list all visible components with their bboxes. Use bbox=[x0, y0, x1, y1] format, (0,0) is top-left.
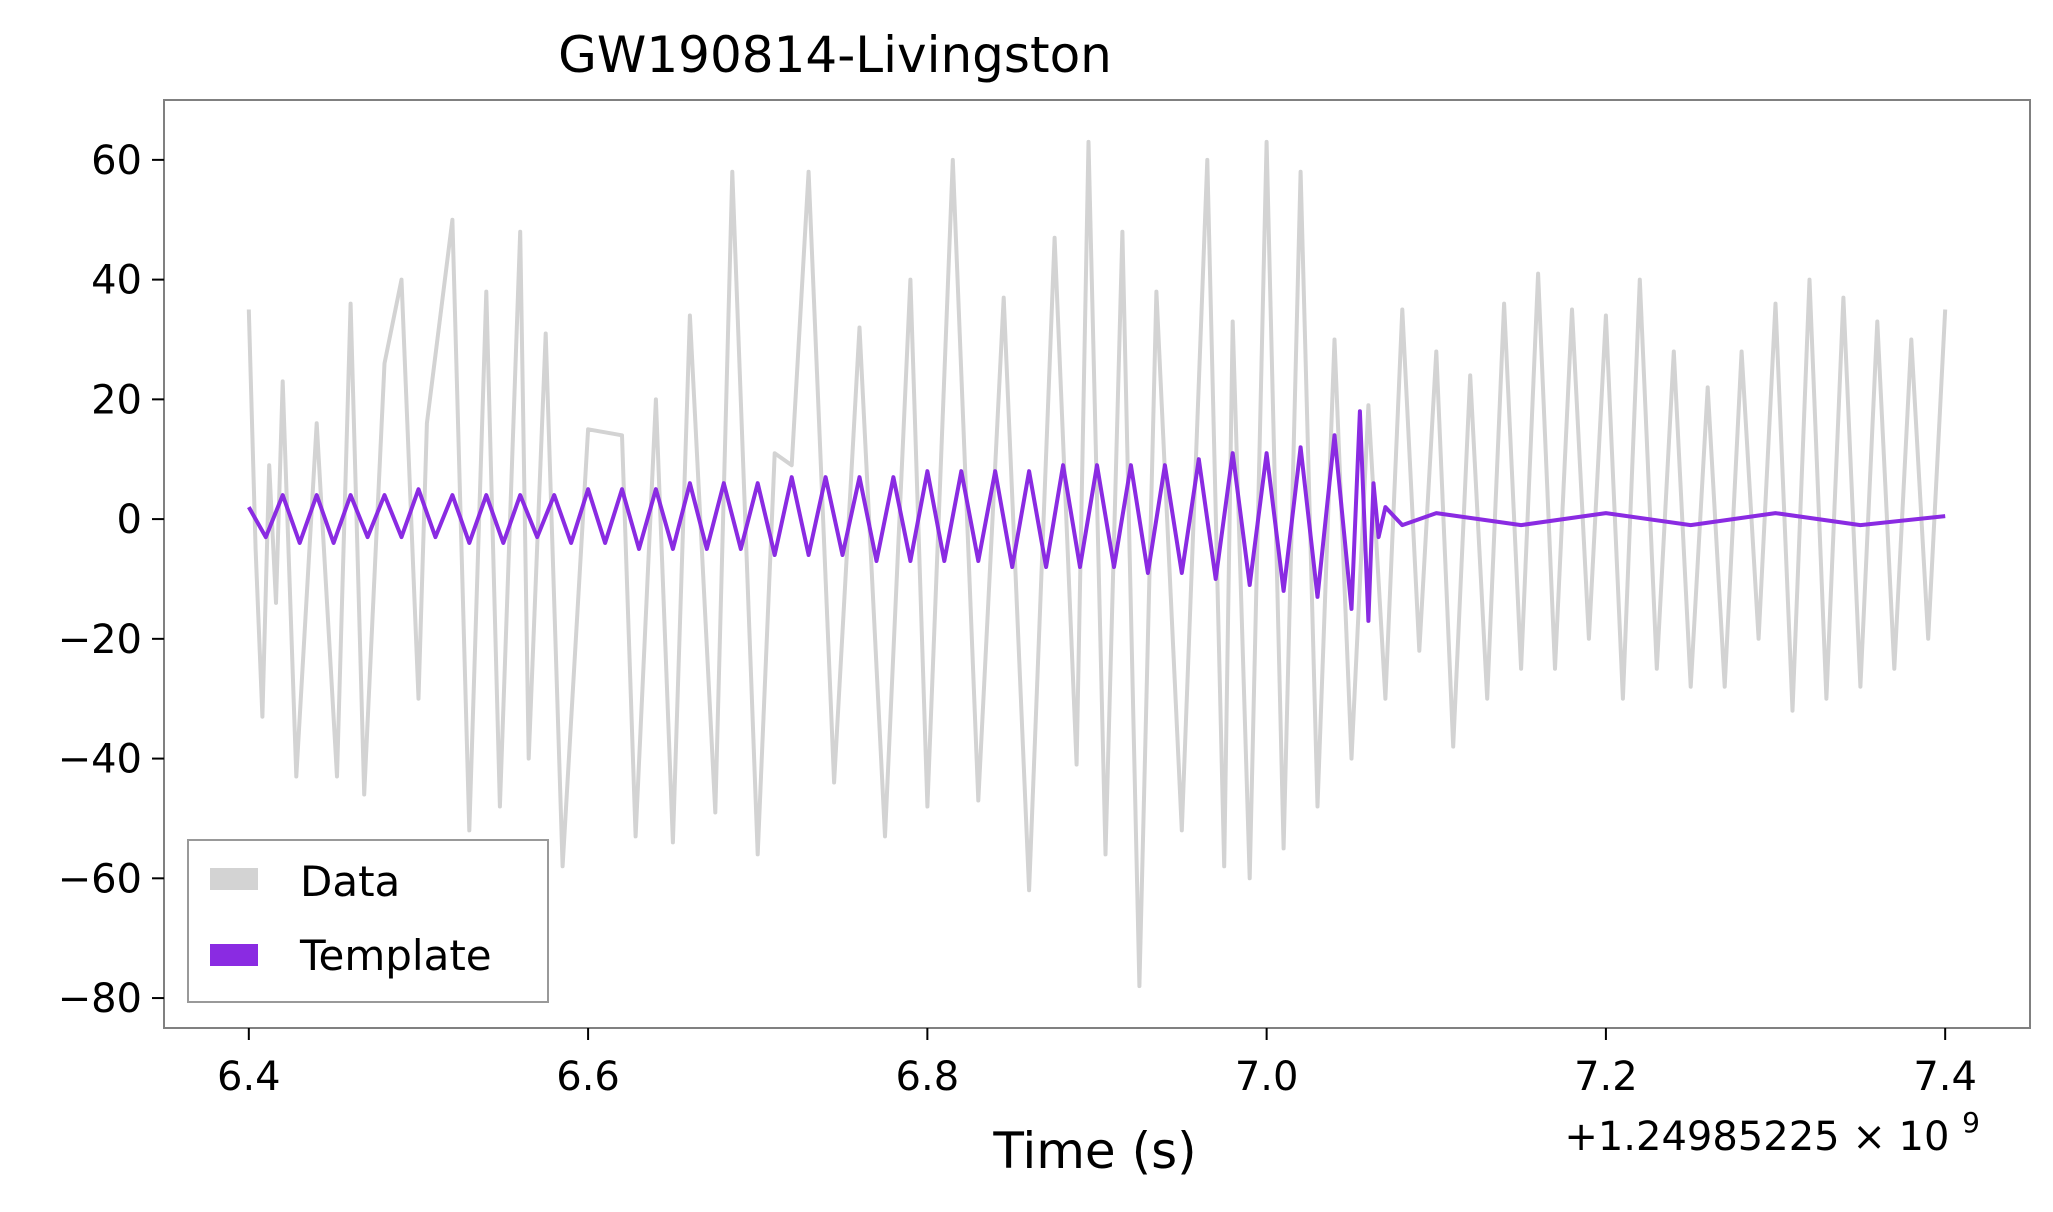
x-tick-label: 6.6 bbox=[556, 1054, 620, 1100]
y-tick-label: 40 bbox=[91, 258, 142, 304]
x-tick-label: 6.4 bbox=[217, 1054, 281, 1100]
x-axis: 6.4 6.6 6.8 7.0 7.2 7.4 bbox=[217, 1028, 1977, 1100]
x-tick-label: 7.0 bbox=[1235, 1054, 1299, 1100]
data-series-line bbox=[246, 139, 1948, 989]
series-data-path bbox=[246, 139, 1948, 989]
y-tick-label: 60 bbox=[91, 138, 142, 184]
y-axis: 60 40 20 0 −20 −40 −60 −80 bbox=[58, 138, 164, 1022]
x-axis-offset-label: +1.24985225 × 10 9 bbox=[1564, 1106, 1980, 1160]
x-tick-label: 7.2 bbox=[1574, 1054, 1638, 1100]
x-axis-offset-exponent: 9 bbox=[1962, 1106, 1980, 1139]
x-axis-label: Time (s) bbox=[992, 1122, 1196, 1180]
legend: Data Template bbox=[187, 839, 549, 1003]
legend-box bbox=[187, 839, 549, 1003]
y-tick-label: 0 bbox=[117, 497, 142, 543]
template-series-line bbox=[247, 409, 1946, 623]
plot-frame bbox=[163, 99, 2031, 1029]
y-tick-label: 20 bbox=[91, 377, 142, 423]
chart-title: GW190814-Livingston bbox=[558, 26, 1112, 84]
x-tick-label: 7.4 bbox=[1913, 1054, 1977, 1100]
legend-label-template: Template bbox=[299, 931, 492, 980]
y-tick-label: −20 bbox=[58, 617, 142, 663]
y-tick-label: −60 bbox=[58, 856, 142, 902]
x-tick-label: 6.8 bbox=[896, 1054, 960, 1100]
legend-swatch-template bbox=[210, 944, 258, 966]
legend-swatch-data bbox=[210, 868, 258, 890]
y-tick-label: −80 bbox=[58, 976, 142, 1022]
series-template-path bbox=[247, 409, 1946, 623]
x-axis-offset-base: +1.24985225 × 10 bbox=[1564, 1114, 1949, 1160]
y-tick-label: −40 bbox=[58, 737, 142, 783]
legend-label-data: Data bbox=[300, 857, 400, 906]
